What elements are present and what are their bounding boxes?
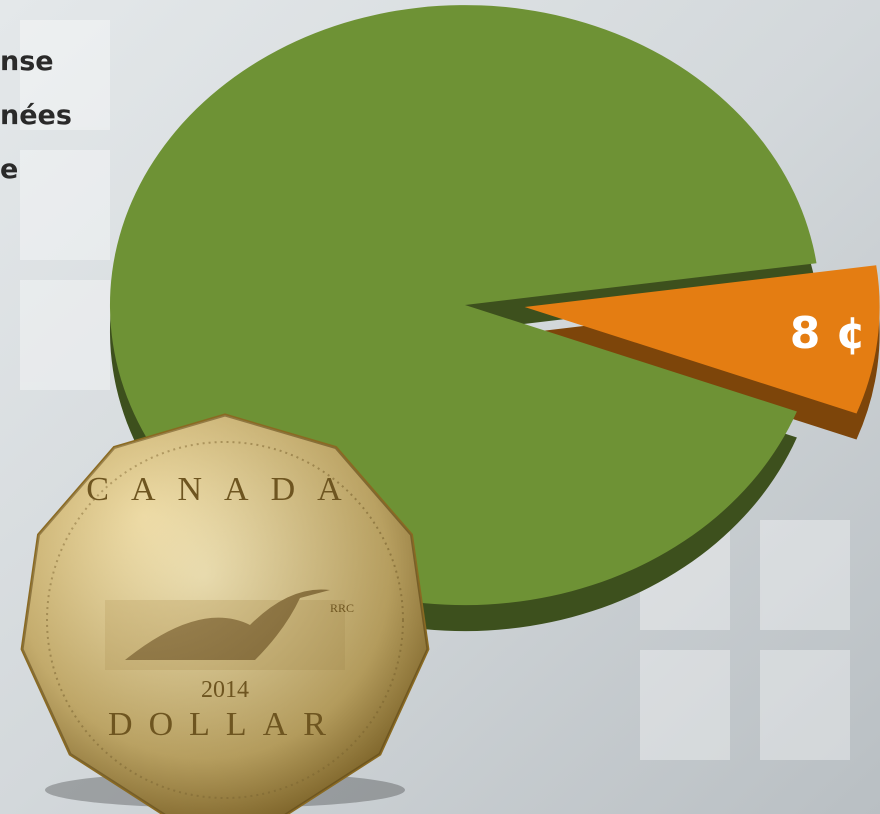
pie-slice [524, 265, 880, 414]
coin-text: CANADA [86, 471, 363, 508]
annotation: nées [0, 100, 72, 131]
coin: CANADA DOLLAR 2014 RRC [20, 413, 430, 814]
coin-mint: RRC [330, 601, 354, 615]
slice-label: 8 ¢ [790, 308, 867, 359]
annotation: e [0, 154, 18, 185]
coin-text: DOLLAR [108, 706, 342, 743]
annotation: nse [0, 46, 54, 77]
coin-year: 2014 [201, 677, 249, 703]
